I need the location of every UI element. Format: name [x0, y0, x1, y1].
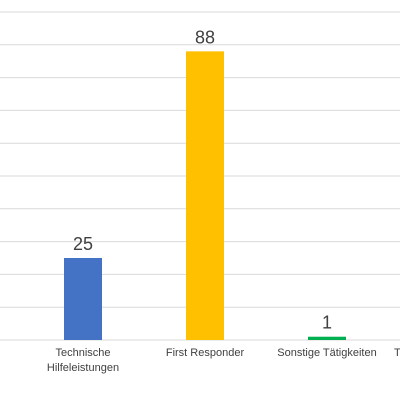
bar	[64, 258, 102, 340]
bar	[308, 336, 346, 340]
data-label: 25	[73, 234, 93, 254]
data-label: 1	[322, 313, 332, 333]
data-label: 88	[195, 27, 215, 47]
x-tick-label: Technische Hilfeleistungen	[46, 347, 120, 374]
x-tick-label: Sonstige Tätigkeiten	[277, 347, 377, 359]
bar	[186, 51, 224, 341]
x-tick-label: First Responder	[165, 347, 245, 359]
x-tick-label: T	[394, 347, 400, 359]
